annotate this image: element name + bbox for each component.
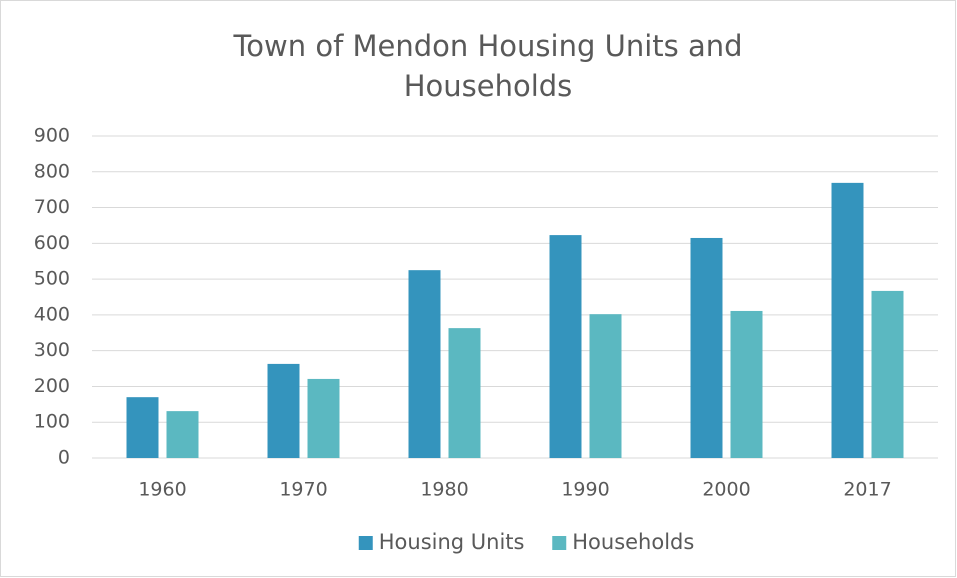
y-tick-label: 900	[34, 125, 70, 147]
bar	[448, 328, 481, 458]
x-tick-label: 1990	[561, 479, 609, 501]
bar	[589, 314, 622, 458]
y-tick-label: 200	[34, 375, 70, 397]
x-tick-label: 2000	[702, 479, 750, 501]
y-tick-label: 800	[34, 160, 70, 182]
y-tick-label: 500	[34, 268, 70, 290]
bar	[408, 270, 441, 458]
y-tick-label: 300	[34, 339, 70, 361]
y-tick-label: 400	[34, 303, 70, 325]
x-tick-label: 1960	[138, 479, 186, 501]
bar	[690, 237, 723, 458]
x-tick-label: 1980	[420, 479, 468, 501]
legend-label: Housing Units	[379, 530, 525, 554]
bar	[549, 235, 582, 458]
bar	[267, 363, 300, 458]
x-tick-label: 2017	[843, 479, 891, 501]
legend-swatch	[358, 536, 373, 550]
y-tick-label: 0	[58, 447, 70, 469]
bar	[307, 378, 340, 458]
bar	[871, 290, 904, 458]
y-tick-label: 100	[34, 411, 70, 433]
x-tick-label: 1970	[279, 479, 327, 501]
chart-title: Town of Mendon Housing Units and Househo…	[233, 29, 743, 103]
y-tick-label: 700	[34, 196, 70, 218]
bar	[730, 310, 763, 458]
legend-label: Households	[572, 530, 694, 554]
bar	[126, 397, 159, 458]
legend-swatch	[552, 536, 567, 550]
bar	[831, 182, 864, 458]
y-tick-label: 600	[34, 232, 70, 254]
bar	[166, 411, 199, 458]
